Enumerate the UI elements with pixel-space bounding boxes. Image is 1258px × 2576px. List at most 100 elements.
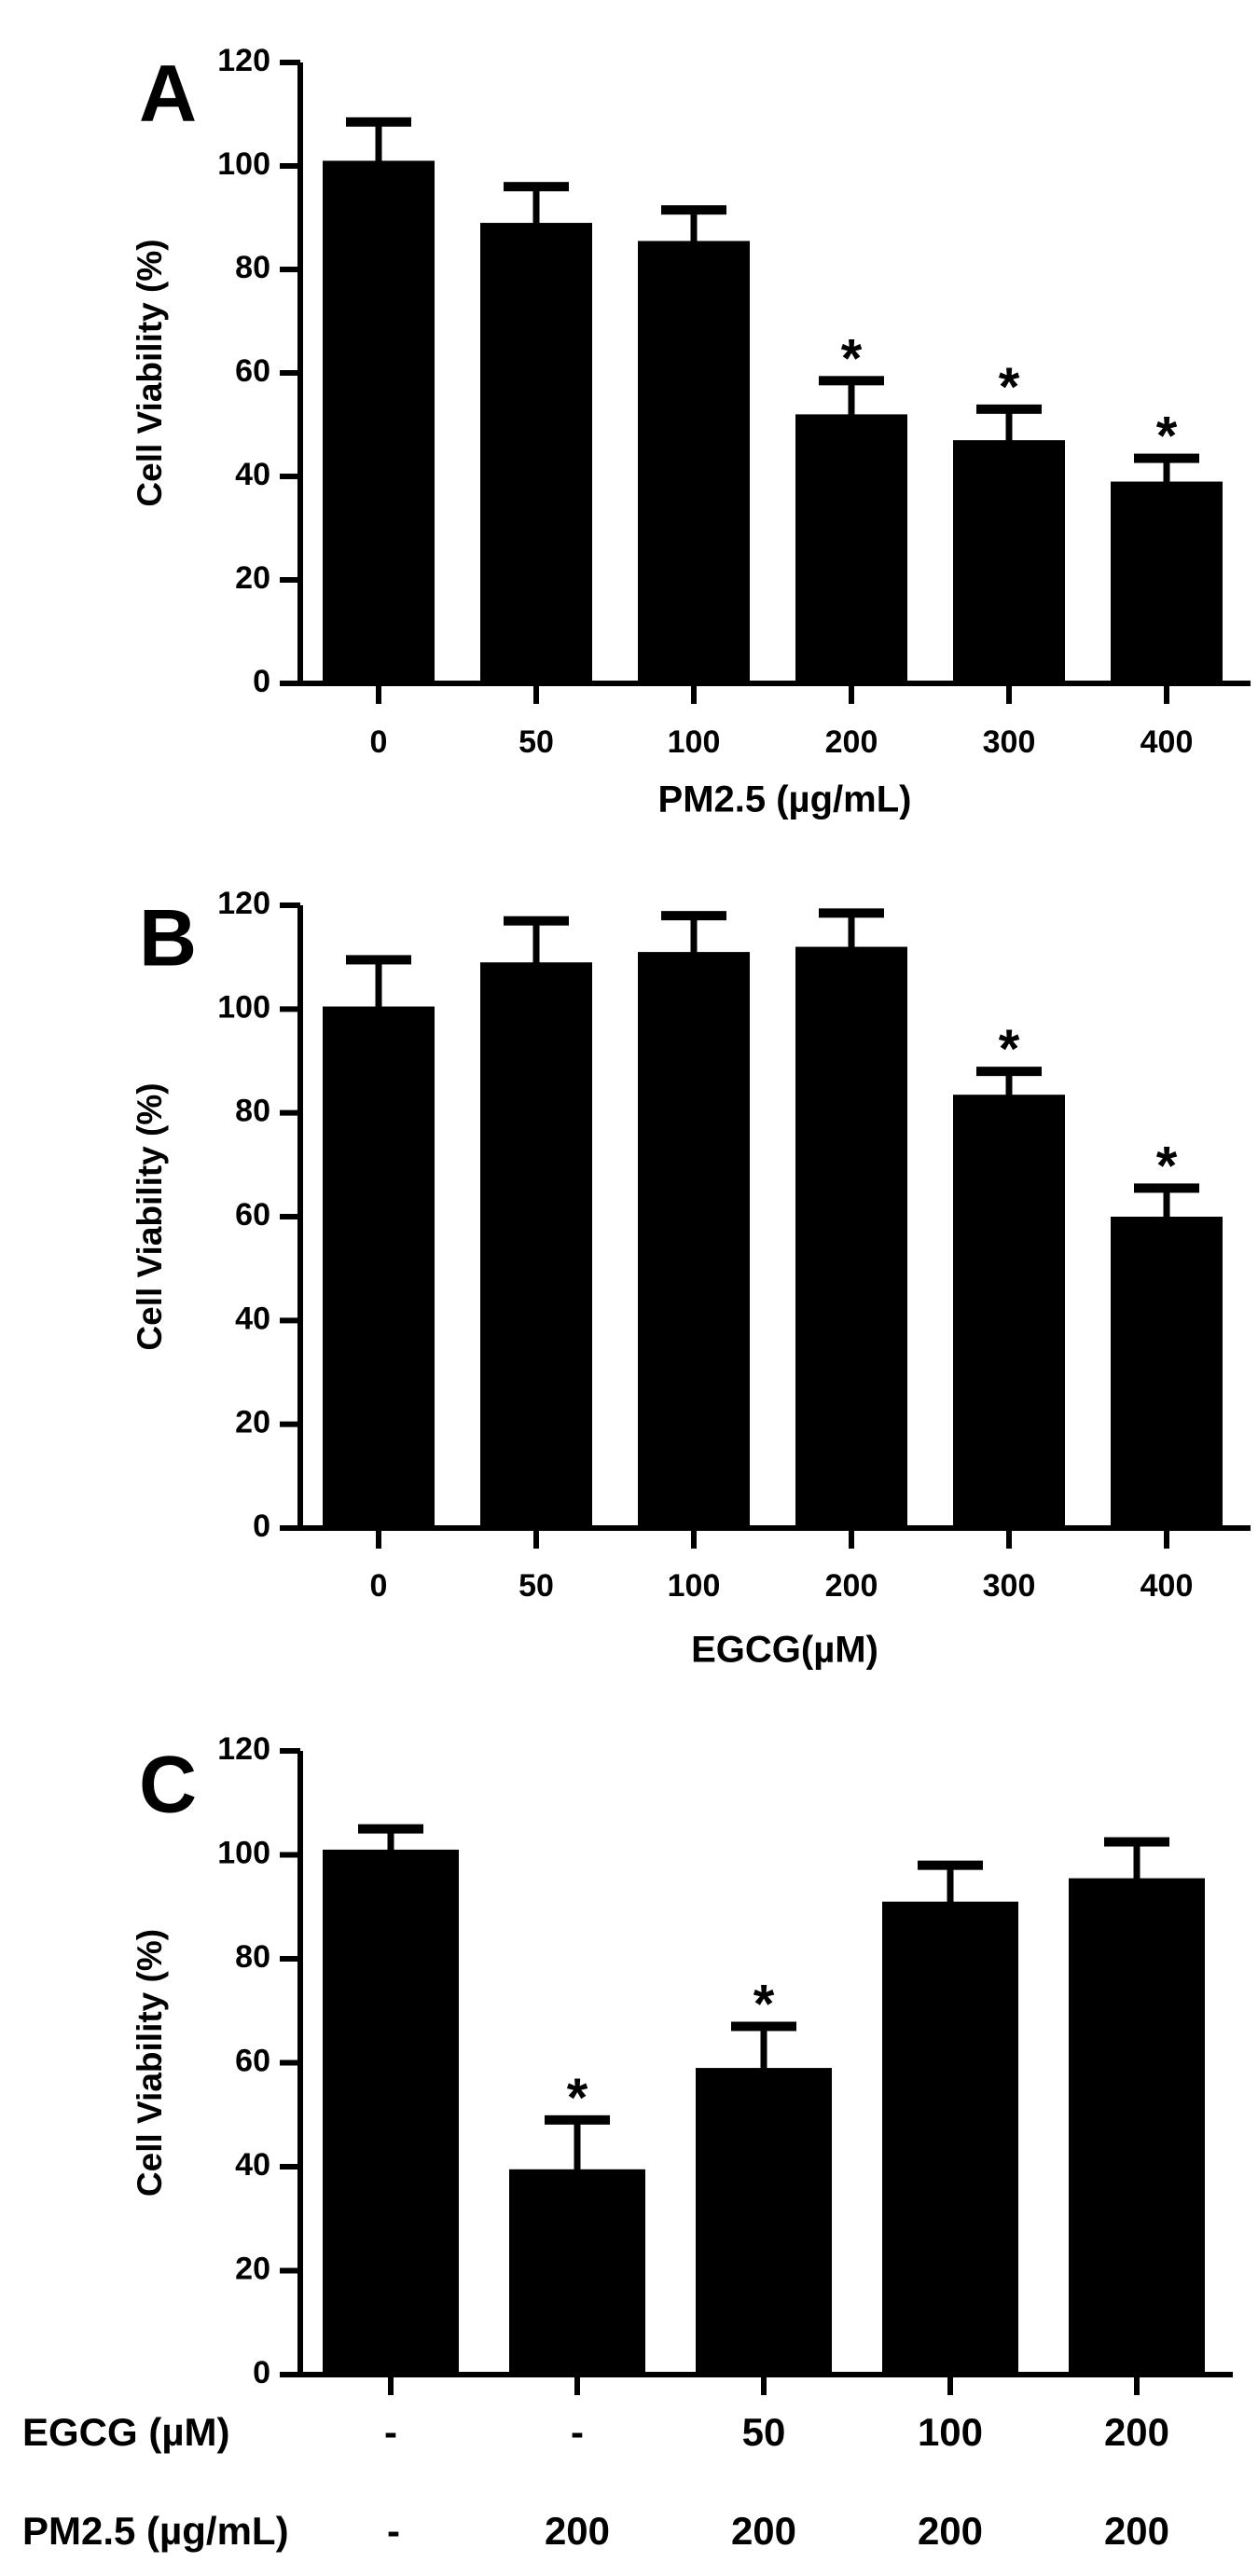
x-tick-label: 100 <box>668 1568 721 1604</box>
bar <box>323 1006 435 1528</box>
y-tick-label: 120 <box>217 1731 270 1767</box>
error-bar-cap <box>346 117 411 127</box>
bar <box>638 952 750 1528</box>
treatment-row-value: 200 <box>545 2509 610 2553</box>
bar <box>1111 481 1223 683</box>
x-tick-label: 200 <box>825 724 878 760</box>
bar <box>480 223 592 684</box>
error-bar-cap <box>661 911 726 921</box>
x-tick-label: 300 <box>983 1568 1036 1604</box>
error-bar <box>574 2119 581 2171</box>
bar <box>323 1849 459 2375</box>
y-tick-label: 0 <box>253 664 270 699</box>
significance-mark: * <box>753 1974 775 2034</box>
y-tick-label: 20 <box>235 2251 270 2286</box>
bar <box>882 1901 1018 2375</box>
error-bar <box>532 920 540 965</box>
y-tick-label: 0 <box>253 2355 270 2390</box>
y-tick-label: 40 <box>235 457 270 492</box>
error-bar <box>1163 1188 1170 1219</box>
panel-letter: A <box>139 49 197 139</box>
treatment-row-value: 50 <box>742 2410 786 2454</box>
bar <box>1111 1217 1223 1528</box>
error-bar <box>1005 408 1013 443</box>
x-tick-label: 300 <box>983 724 1036 760</box>
y-tick-label: 80 <box>235 250 270 285</box>
bar <box>953 440 1065 683</box>
error-bar-cap <box>661 205 726 215</box>
error-bar-cap <box>545 2115 610 2125</box>
error-bar <box>947 1865 954 1904</box>
treatment-row-value: 200 <box>731 2509 796 2553</box>
treatment-row-label: EGCG (µM) <box>22 2410 230 2454</box>
error-bar-cap <box>976 404 1042 414</box>
bar <box>323 160 435 683</box>
error-bar-cap <box>504 916 569 926</box>
y-tick-label: 100 <box>217 1835 270 1870</box>
significance-mark: * <box>999 357 1020 418</box>
y-tick-label: 0 <box>253 1508 270 1544</box>
error-bar <box>848 913 855 949</box>
x-tick-label: 0 <box>370 724 388 760</box>
x-tick-label: 400 <box>1140 724 1194 760</box>
error-bar-cap <box>976 1067 1042 1077</box>
significance-mark: * <box>999 1019 1020 1080</box>
x-tick-label: 0 <box>370 1568 388 1604</box>
error-bar <box>690 916 698 955</box>
bar <box>696 2068 832 2375</box>
error-bar <box>387 1828 394 1852</box>
y-tick-label: 40 <box>235 1301 270 1336</box>
error-bar <box>690 210 698 243</box>
treatment-row-value: 100 <box>918 2410 983 2454</box>
x-tick-label: 400 <box>1140 1568 1194 1604</box>
y-tick-label: 20 <box>235 1405 270 1440</box>
significance-mark: * <box>841 328 863 389</box>
y-tick-label: 60 <box>235 353 270 389</box>
treatment-row-value: - <box>384 2410 397 2454</box>
x-tick-label: 50 <box>518 1568 554 1604</box>
error-bar <box>375 959 382 1009</box>
error-bar-cap <box>346 955 411 965</box>
treatment-row-value: - <box>571 2410 584 2454</box>
y-tick-label: 60 <box>235 1197 270 1233</box>
x-axis-label: EGCG(µM) <box>691 1630 878 1671</box>
error-bar-cap <box>731 2021 796 2032</box>
error-bar <box>1133 1841 1140 1880</box>
treatment-row-value: - <box>387 2509 400 2553</box>
y-axis-label: Cell Viability (%) <box>131 239 169 506</box>
bar <box>480 962 592 1528</box>
error-bar-cap <box>1104 1837 1169 1847</box>
bar <box>1069 1878 1205 2375</box>
bar <box>638 241 750 683</box>
treatment-row-value: 200 <box>1104 2410 1169 2454</box>
significance-mark: * <box>1156 1136 1178 1196</box>
y-tick-label: 40 <box>235 2147 270 2183</box>
error-bar <box>760 2026 767 2071</box>
error-bar <box>848 380 855 417</box>
bar <box>509 2169 645 2375</box>
bar <box>795 946 907 1528</box>
error-bar-cap <box>918 1860 983 1870</box>
error-bar <box>1163 458 1170 484</box>
y-tick-label: 120 <box>217 886 270 921</box>
y-tick-label: 120 <box>217 43 270 78</box>
panel-letter: C <box>139 1741 197 1830</box>
error-bar-cap <box>819 376 884 386</box>
y-axis-label: Cell Viability (%) <box>131 1929 169 2197</box>
x-axis-label: PM2.5 (µg/mL) <box>658 779 912 820</box>
y-tick-label: 20 <box>235 560 270 596</box>
bar <box>795 414 907 683</box>
x-tick-label: 200 <box>825 1568 878 1604</box>
error-bar <box>532 186 540 226</box>
treatment-row-value: 200 <box>1104 2509 1169 2553</box>
x-tick-label: 100 <box>668 724 721 760</box>
y-tick-label: 80 <box>235 1094 270 1129</box>
x-tick-label: 50 <box>518 724 554 760</box>
y-tick-label: 60 <box>235 2043 270 2078</box>
y-axis-label: Cell Viability (%) <box>131 1082 169 1350</box>
error-bar-cap <box>819 908 884 918</box>
significance-mark: * <box>1156 406 1178 467</box>
error-bar <box>375 121 382 163</box>
panel-letter: B <box>139 894 197 984</box>
